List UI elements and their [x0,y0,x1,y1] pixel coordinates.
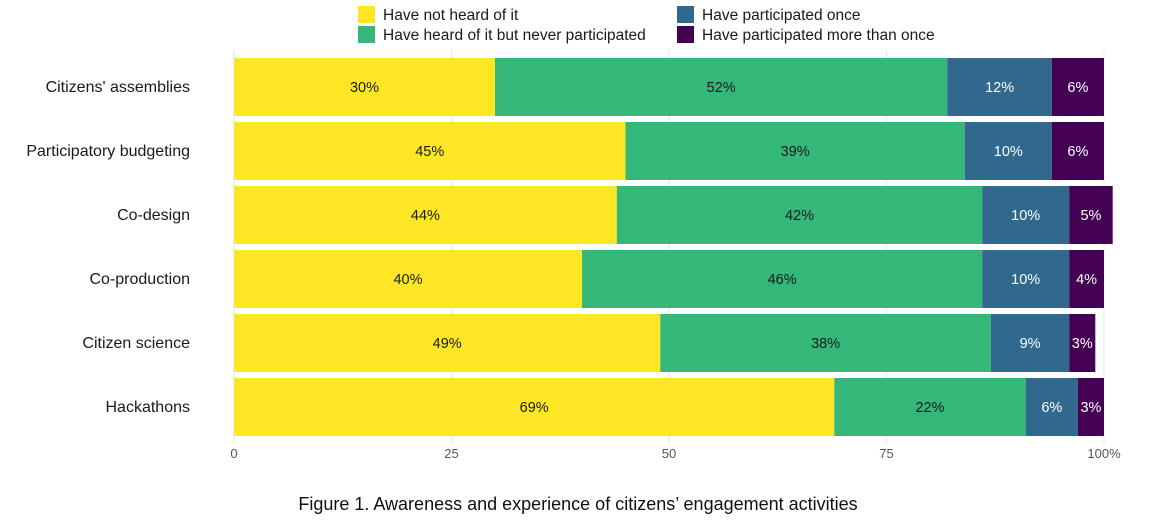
bar-segment [234,378,835,436]
x-tick-label: 25 [444,446,458,461]
category-labels: Citizens' assemblies Participatory budget… [26,79,190,416]
bar-segment [964,122,1052,180]
legend-label: Have not heard of it [383,7,519,24]
figure-caption: Figure 1. Awareness and experience of ci… [298,494,858,514]
bar-segment [1051,58,1104,116]
bar-segment [1069,250,1104,308]
data-label: 22% [915,400,944,416]
legend-swatch [358,6,375,23]
data-label: 10% [1011,208,1040,224]
legend-label: Have participated once [702,7,861,24]
bar-segment [616,186,983,244]
category-label: Hackathons [106,399,191,416]
data-label: 49% [433,336,462,352]
data-label: 46% [768,272,797,288]
category-label: Citizen science [82,335,190,352]
data-label: 44% [411,208,440,224]
legend-swatch [358,26,375,43]
data-label: 38% [811,336,840,352]
bar-segment [982,250,1070,308]
data-label: 3% [1072,336,1093,352]
data-label: 10% [1011,272,1040,288]
bar-segment [982,186,1070,244]
bar-segment [234,250,582,308]
data-label: 30% [350,80,379,96]
x-tick-label: 100% [1087,446,1121,461]
bar-segment [990,314,1070,372]
category-label: Co-production [90,271,191,288]
x-tick-label: 50 [662,446,676,461]
data-label: 42% [785,208,814,224]
legend-swatch [677,6,694,23]
bar-segment [1069,186,1113,244]
bar-segment [234,314,661,372]
bar-segment [1025,378,1078,436]
data-label: 12% [985,80,1014,96]
legend-label: Have heard of it but never participated [383,27,646,44]
x-tick-label: 75 [879,446,893,461]
category-label: Co-design [117,207,190,224]
data-label: 69% [520,400,549,416]
legend: Have not heard of it Have heard of it but… [358,6,935,44]
data-label: 9% [1020,336,1041,352]
legend-swatch [677,26,694,43]
bar-segment [834,378,1026,436]
data-label: 4% [1076,272,1097,288]
data-label: 6% [1067,144,1088,160]
data-label: 6% [1041,400,1062,416]
data-label: 10% [994,144,1023,160]
data-label: 39% [781,144,810,160]
data-label: 52% [707,80,736,96]
stacked-bar-chart: 30% 52% 12% 6% 45% 39% 10% 6% 44% 42% 10% 5% 40% 46% 1… [26,6,1121,461]
bar-segment [234,186,617,244]
bars: 30% 52% 12% 6% 45% 39% 10% 6% 44% 42% 10% 5% 40% 46% 1… [234,58,1113,436]
bar-segment [234,58,495,116]
bar-segment [1077,378,1104,436]
bar-segment [582,250,983,308]
category-label: Participatory budgeting [26,143,190,160]
x-axis-ticks: 0 25 50 75 100% [230,446,1121,461]
data-label: 6% [1067,80,1088,96]
data-label: 3% [1080,400,1101,416]
category-label: Citizens' assemblies [46,79,190,96]
data-label: 45% [415,144,444,160]
x-tick-label: 0 [230,446,237,461]
bar-segment [947,58,1052,116]
data-label: 40% [393,272,422,288]
legend-label: Have participated more than once [702,27,935,44]
bar-segment [495,58,948,116]
bar-segment [234,122,626,180]
bar-segment [1069,314,1096,372]
bar-segment [1051,122,1104,180]
bar-segment [625,122,965,180]
data-label: 5% [1080,208,1101,224]
bar-segment [660,314,991,372]
